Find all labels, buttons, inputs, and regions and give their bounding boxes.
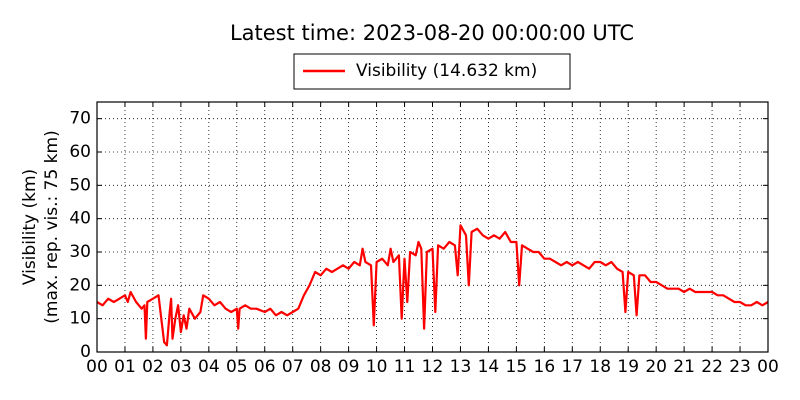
x-tick-label: 00 [86, 357, 108, 377]
x-tick-label: 04 [198, 357, 220, 377]
y-tick-label: 20 [69, 275, 91, 295]
x-tick-label: 12 [422, 357, 444, 377]
y-tick-label: 10 [69, 309, 91, 329]
y-axis-label: Visibility (km) [20, 169, 40, 285]
y-tick-label: 70 [69, 109, 91, 129]
x-tick-label: 01 [114, 357, 136, 377]
x-tick-label: 14 [478, 357, 500, 377]
x-tick-label: 07 [282, 357, 304, 377]
x-tick-label: 03 [170, 357, 192, 377]
x-tick-label: 06 [254, 357, 276, 377]
x-tick-label: 11 [394, 357, 416, 377]
y-axis-label: (max. rep. vis.: 75 km) [42, 130, 62, 323]
x-tick-label: 18 [589, 357, 611, 377]
data-line [96, 224, 769, 347]
y-tick-label: 30 [69, 242, 91, 262]
x-tick-label: 13 [450, 357, 472, 377]
x-tick-label: 23 [729, 357, 751, 377]
x-tick-label: 21 [673, 357, 695, 377]
y-tick-label: 60 [69, 142, 91, 162]
plot-frame [96, 101, 769, 353]
x-tick-label: 17 [561, 357, 583, 377]
x-tick-label: 05 [226, 357, 248, 377]
x-tick-label: 10 [366, 357, 388, 377]
x-tick-label: 15 [506, 357, 528, 377]
x-tick-label: 16 [534, 357, 556, 377]
x-tick-label: 02 [142, 357, 164, 377]
x-tick-label: 22 [701, 357, 723, 377]
chart-title: Latest time: 2023-08-20 00:00:00 UTC [230, 21, 634, 45]
legend-label: Visibility (14.632 km) [356, 61, 537, 81]
x-tick-label: 20 [645, 357, 667, 377]
x-tick-label: 00 [757, 357, 779, 377]
x-tick-label: 19 [617, 357, 639, 377]
y-tick-label: 40 [69, 209, 91, 229]
x-tick-label: 08 [310, 357, 332, 377]
y-tick-label: 50 [69, 175, 91, 195]
x-tick-label: 09 [338, 357, 360, 377]
y-tick-label: 0 [80, 342, 91, 362]
